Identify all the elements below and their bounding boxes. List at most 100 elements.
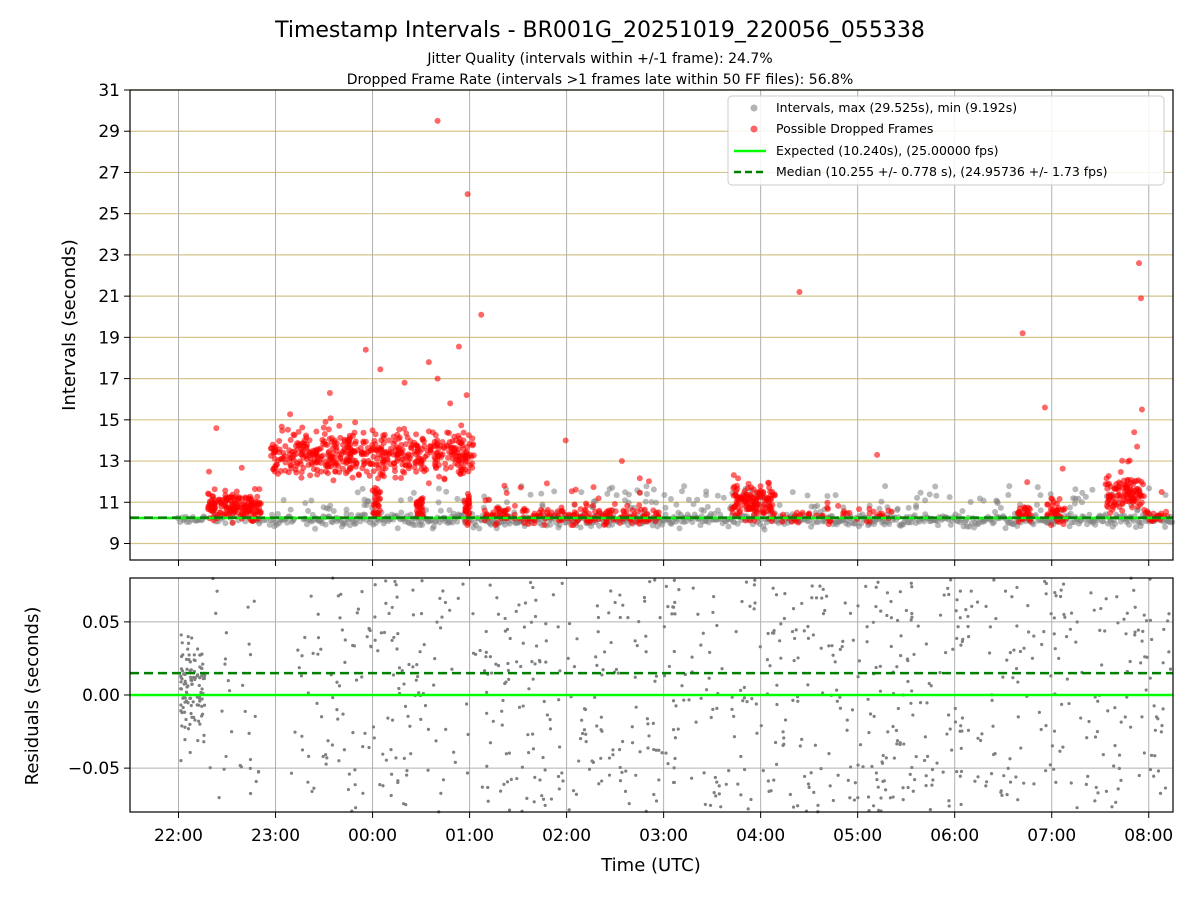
residual-point xyxy=(340,628,344,632)
residual-point xyxy=(1168,667,1173,671)
residual-point xyxy=(189,703,193,708)
residual-point xyxy=(1160,724,1164,728)
dropped-frame-point xyxy=(874,451,881,458)
residual-point xyxy=(441,589,445,593)
interval-point xyxy=(714,492,721,499)
intervals-y-ticks: 9 11 13 15 17 19 21 23 25 27 29 31 xyxy=(98,81,130,555)
dropped-frame-point xyxy=(796,289,803,296)
residual-point xyxy=(874,585,878,589)
dropped-frame-point xyxy=(273,461,280,468)
interval-point xyxy=(398,509,405,516)
residual-point xyxy=(220,709,224,713)
intervals-y-axis-label: Intervals (seconds) xyxy=(59,239,80,411)
interval-point xyxy=(280,496,287,503)
residual-point xyxy=(593,695,597,700)
residual-point xyxy=(594,655,598,659)
residual-point xyxy=(690,655,694,659)
residual-point xyxy=(392,635,396,640)
dropped-frame-point xyxy=(452,460,459,467)
residual-point xyxy=(766,631,770,636)
residual-point xyxy=(1128,659,1132,664)
residual-point xyxy=(456,596,460,600)
dropped-frame-point xyxy=(1019,330,1026,337)
dropped-frame-point xyxy=(618,458,625,465)
residual-point xyxy=(337,759,341,763)
dropped-frame-point xyxy=(337,434,344,441)
interval-point xyxy=(394,525,401,532)
residual-point xyxy=(529,620,534,624)
residual-point xyxy=(1016,680,1020,684)
interval-point xyxy=(446,507,453,514)
residual-point xyxy=(544,660,548,664)
residual-point xyxy=(618,593,622,597)
interval-point xyxy=(804,492,811,499)
residual-point xyxy=(508,636,512,641)
residual-point xyxy=(297,666,301,670)
residual-point xyxy=(765,658,770,662)
residual-point xyxy=(1162,627,1166,631)
residual-point xyxy=(1052,767,1056,771)
residual-point xyxy=(711,610,715,615)
residual-point xyxy=(929,684,933,688)
residual-point xyxy=(556,625,560,629)
residual-point xyxy=(572,665,577,669)
residual-point xyxy=(500,723,504,727)
residual-point xyxy=(914,755,918,759)
interval-point xyxy=(1067,510,1074,517)
dropped-frame-point xyxy=(1138,479,1145,486)
residual-point xyxy=(916,624,920,628)
dropped-frame-point xyxy=(457,470,464,477)
residual-point xyxy=(809,771,813,775)
interval-point xyxy=(609,484,616,491)
dropped-frame-point xyxy=(732,502,739,509)
residual-point xyxy=(754,702,758,706)
residual-point xyxy=(772,631,776,635)
dropped-frame-point xyxy=(427,446,434,453)
interval-point xyxy=(308,497,315,504)
residual-point xyxy=(912,652,916,657)
residual-point xyxy=(521,641,525,645)
residual-point xyxy=(946,586,950,590)
residual-point xyxy=(505,780,510,784)
residual-point xyxy=(391,673,396,677)
dropped-frame-point xyxy=(333,444,340,451)
residual-point xyxy=(401,802,406,806)
residual-point xyxy=(607,756,612,760)
residual-point xyxy=(1129,725,1133,729)
dropped-frame-point xyxy=(233,488,240,495)
dropped-frame-point xyxy=(1049,496,1056,503)
dropped-frame-point xyxy=(445,454,452,461)
interval-point xyxy=(348,511,355,518)
dropped-frame-point xyxy=(251,485,258,492)
dropped-frame-point xyxy=(380,439,387,446)
dropped-frame-point xyxy=(372,495,379,502)
interval-point xyxy=(642,498,649,505)
dropped-frame-point xyxy=(367,447,374,454)
dropped-frame-point xyxy=(256,486,263,493)
interval-point xyxy=(662,504,669,511)
residual-point xyxy=(1113,743,1117,748)
residual-point xyxy=(303,635,307,640)
dropped-frame-point xyxy=(734,510,741,517)
interval-point xyxy=(681,483,688,490)
interval-point xyxy=(689,519,696,526)
residual-point xyxy=(947,799,951,803)
residual-point xyxy=(653,578,657,582)
residual-point xyxy=(1069,611,1074,615)
residual-point xyxy=(575,637,579,641)
dropped-frame-point xyxy=(351,429,358,436)
dropped-frame-point xyxy=(298,474,305,481)
dropped-frame-point xyxy=(1104,499,1111,506)
residual-point xyxy=(426,727,431,731)
y-tick-label: 21 xyxy=(98,287,120,307)
residual-point xyxy=(386,716,390,720)
residual-point xyxy=(397,686,401,691)
residual-point xyxy=(484,655,488,659)
dropped-frame-point xyxy=(447,464,454,471)
residual-point xyxy=(781,730,785,734)
dropped-frame-point xyxy=(1110,503,1117,510)
dropped-frame-point xyxy=(236,495,243,502)
residual-point xyxy=(548,727,553,731)
residual-point xyxy=(713,775,717,780)
residual-point xyxy=(1000,793,1004,797)
